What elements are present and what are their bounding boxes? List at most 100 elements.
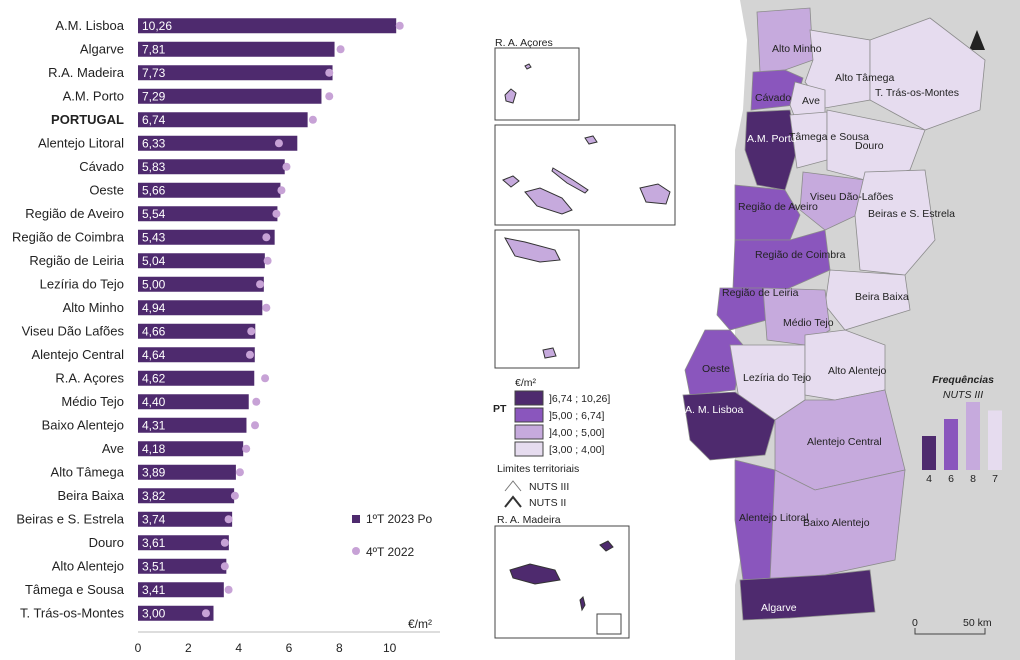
inset-selvagens-frame xyxy=(596,613,622,635)
dot-marker xyxy=(224,515,233,524)
bar xyxy=(138,605,214,621)
bar-value-label: 10,26 xyxy=(142,19,172,33)
bar xyxy=(138,159,285,175)
category-label: Médio Tejo xyxy=(61,394,124,409)
bar xyxy=(138,182,281,198)
region-am-lisboa xyxy=(682,391,776,461)
label-alto-minho: Alto Minho xyxy=(772,43,822,55)
island-sao-miguel xyxy=(639,183,671,205)
north-arrow-icon xyxy=(969,30,985,50)
freq-title: Frequências xyxy=(932,374,994,386)
category-label: R.A. Madeira xyxy=(48,65,125,80)
label-cavado: Cávado xyxy=(755,92,791,104)
nuts2-line-icon xyxy=(504,495,522,508)
bar xyxy=(138,582,224,598)
dot-marker xyxy=(277,186,286,195)
freq-bar xyxy=(966,402,980,470)
dot-marker xyxy=(308,115,317,124)
dot-marker xyxy=(261,374,270,383)
class-1-label: ]6,74 ; 10,26] xyxy=(549,393,610,405)
category-label: Alentejo Central xyxy=(32,347,125,362)
x-tick-label: 4 xyxy=(235,641,242,655)
bar xyxy=(138,65,333,81)
category-label: Beiras e S. Estrela xyxy=(16,511,124,526)
dot-marker xyxy=(395,21,404,30)
scale-bar-line xyxy=(914,628,986,635)
bar xyxy=(138,18,397,34)
bar-value-label: 5,54 xyxy=(142,207,166,221)
bar xyxy=(138,253,265,269)
island-porto-santo xyxy=(599,540,614,552)
unit-label: €/m² xyxy=(408,617,432,631)
bar xyxy=(138,347,255,363)
category-label: A.M. Porto xyxy=(63,88,124,103)
dot-marker xyxy=(235,468,244,477)
island-desertas xyxy=(579,596,586,612)
inset-azores-frame-2 xyxy=(494,124,676,226)
bar-value-label: 5,83 xyxy=(142,160,166,174)
island-graciosa xyxy=(542,347,557,359)
map-legend-unit: €/m² xyxy=(515,377,537,389)
bar xyxy=(138,558,227,574)
nuts3-line-icon xyxy=(504,480,522,492)
label-medio-tejo: Médio Tejo xyxy=(783,317,834,329)
category-label: Alto Minho xyxy=(63,300,124,315)
category-label: Alto Alentejo xyxy=(52,558,124,573)
bar-value-label: 5,66 xyxy=(142,183,166,197)
map-legend-pt-marker: PT xyxy=(493,403,507,415)
category-label: Ave xyxy=(102,441,124,456)
region-alto-minho xyxy=(756,7,814,73)
category-label: Algarve xyxy=(80,41,124,56)
bar xyxy=(138,229,275,245)
freq-bar xyxy=(922,436,936,470)
map-coast-white xyxy=(665,0,747,660)
freq-bar xyxy=(988,410,1002,470)
category-label: PORTUGAL xyxy=(51,112,124,127)
label-alentejo-central: Alentejo Central xyxy=(807,436,882,448)
label-alto-alentejo: Alto Alentejo xyxy=(828,365,887,377)
bar-value-label: 7,29 xyxy=(142,89,166,103)
category-label: Região de Aveiro xyxy=(25,206,124,221)
region-oeste xyxy=(684,329,744,396)
legend-dot-label: 4ºT 2022 xyxy=(366,545,415,559)
limits-title: Limites territoriais xyxy=(497,463,579,475)
category-label: Cávado xyxy=(79,159,124,174)
dot-marker xyxy=(242,444,251,453)
bar xyxy=(138,300,263,316)
label-alto-tamega: Alto Tâmega xyxy=(835,72,894,84)
map-legend: €/m² PT ]6,74 ; 10,26] ]5,00 ; 6,74] ]4,… xyxy=(493,377,610,509)
choropleth-map: Alto Minho Cávado Ave Alto Tâmega T. Trá… xyxy=(493,0,1020,660)
x-axis: 0 2 4 6 8 10 xyxy=(135,631,440,655)
label-leziria: Lezíria do Tejo xyxy=(743,372,811,384)
label-alentejo-litoral: Alentejo Litoral xyxy=(739,512,808,524)
inset-madeira: R. A. Madeira xyxy=(494,514,630,639)
bar-value-label: 3,61 xyxy=(142,536,166,550)
dot-marker xyxy=(220,562,229,571)
inset-azores-frame-1 xyxy=(494,47,580,121)
bar xyxy=(138,41,335,57)
bar-value-label: 4,31 xyxy=(142,418,166,432)
bar xyxy=(138,535,229,551)
region-tras-os-montes xyxy=(869,17,986,131)
label-beiras: Beiras e S. Estrela xyxy=(868,208,955,220)
category-label: Região de Coimbra xyxy=(12,229,125,244)
bar xyxy=(138,488,235,504)
freq-bar-label: 6 xyxy=(948,473,954,485)
bar-value-label: 7,81 xyxy=(142,42,166,56)
dot-marker xyxy=(336,45,345,54)
scale-label-0: 0 xyxy=(912,617,918,629)
category-label: R.A. Açores xyxy=(55,370,124,385)
bar-value-label: 4,18 xyxy=(142,442,166,456)
bar xyxy=(138,417,247,433)
region-viseu xyxy=(799,171,866,231)
bar-value-label: 6,33 xyxy=(142,136,166,150)
scale-bar: 0 50 km xyxy=(912,617,992,635)
bar xyxy=(138,323,256,339)
freq-bar xyxy=(944,419,958,470)
dot-marker xyxy=(272,209,281,218)
dot-marker xyxy=(252,397,261,406)
label-am-lisboa: A. M. Lisboa xyxy=(685,404,744,416)
category-label: Baixo Alentejo xyxy=(42,417,124,432)
bar-chart: A.M. Lisboa 10,26 Algarve 7,81 R.A. Madeira 7… xyxy=(12,18,440,655)
x-tick-label: 0 xyxy=(135,641,142,655)
